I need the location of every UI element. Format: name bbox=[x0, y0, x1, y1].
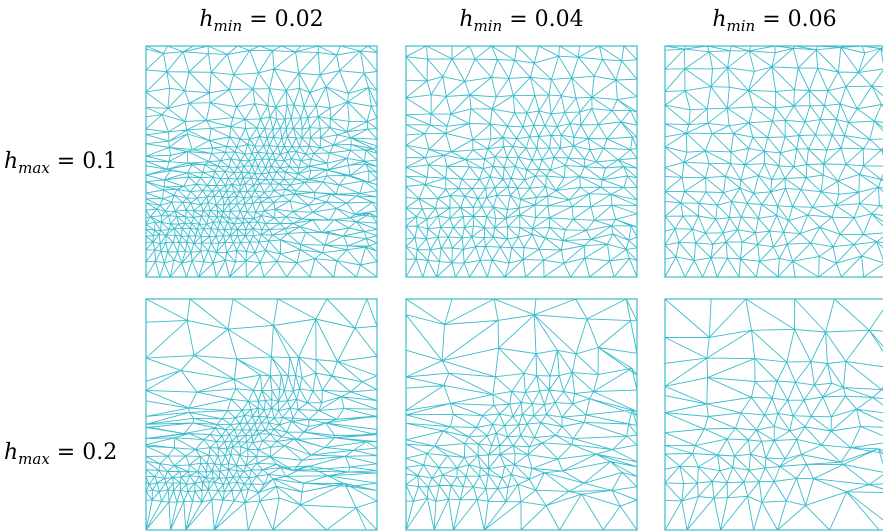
mesh-edges bbox=[405, 45, 638, 278]
mesh-edges bbox=[664, 298, 883, 531]
row-label-value: 0.2 bbox=[82, 440, 118, 465]
row-label-symbol: h bbox=[4, 440, 19, 465]
row-label-hmax-0.2: hmax = 0.2 bbox=[4, 439, 142, 467]
row-label-hmax-0.1: hmax = 0.1 bbox=[4, 148, 142, 176]
row-label-symbol: h bbox=[4, 149, 19, 174]
column-label-hmin-0.02: hmin = 0.02 bbox=[145, 6, 378, 34]
mesh-svg bbox=[664, 298, 883, 531]
row-label-relation: = bbox=[49, 440, 83, 465]
row-label-relation: = bbox=[49, 149, 83, 174]
mesh-svg bbox=[664, 45, 883, 278]
mesh-edges bbox=[405, 298, 638, 531]
mesh-border bbox=[405, 298, 638, 531]
mesh-panel-hmax-0.1-hmin-0.06 bbox=[664, 45, 883, 278]
row-label-subscript: max bbox=[18, 159, 50, 177]
mesh-panel-hmax-0.2-hmin-0.04 bbox=[405, 298, 638, 531]
column-label-relation: = bbox=[755, 7, 788, 32]
column-label-hmin-0.04: hmin = 0.04 bbox=[405, 6, 638, 34]
column-label-value: 0.02 bbox=[274, 7, 324, 32]
column-label-subscript: min bbox=[473, 17, 503, 35]
mesh-edges bbox=[664, 45, 883, 278]
mesh-edges bbox=[145, 298, 378, 531]
column-label-relation: = bbox=[242, 7, 275, 32]
mesh-svg bbox=[405, 298, 638, 531]
mesh-border bbox=[145, 45, 378, 278]
mesh-svg bbox=[145, 298, 378, 531]
column-label-value: 0.06 bbox=[787, 7, 837, 32]
mesh-panel-hmax-0.2-hmin-0.06 bbox=[664, 298, 883, 531]
mesh-border bbox=[405, 45, 638, 278]
row-label-value: 0.1 bbox=[82, 149, 118, 174]
column-label-subscript: min bbox=[213, 17, 243, 35]
column-label-relation: = bbox=[502, 7, 535, 32]
mesh-border bbox=[664, 298, 883, 531]
mesh-svg bbox=[405, 45, 638, 278]
mesh-panel-hmax-0.2-hmin-0.02 bbox=[145, 298, 378, 531]
mesh-border bbox=[145, 298, 378, 531]
mesh-edges bbox=[145, 45, 378, 278]
column-label-hmin-0.06: hmin = 0.06 bbox=[658, 6, 883, 34]
mesh-panel-hmax-0.1-hmin-0.02 bbox=[145, 45, 378, 278]
column-label-symbol: h bbox=[199, 7, 214, 32]
column-label-subscript: min bbox=[726, 17, 756, 35]
mesh-panel-hmax-0.1-hmin-0.04 bbox=[405, 45, 638, 278]
column-label-symbol: h bbox=[712, 7, 727, 32]
column-label-symbol: h bbox=[459, 7, 474, 32]
column-label-value: 0.04 bbox=[534, 7, 584, 32]
mesh-svg bbox=[145, 45, 378, 278]
mesh-border bbox=[664, 45, 883, 278]
row-label-subscript: max bbox=[18, 450, 50, 468]
